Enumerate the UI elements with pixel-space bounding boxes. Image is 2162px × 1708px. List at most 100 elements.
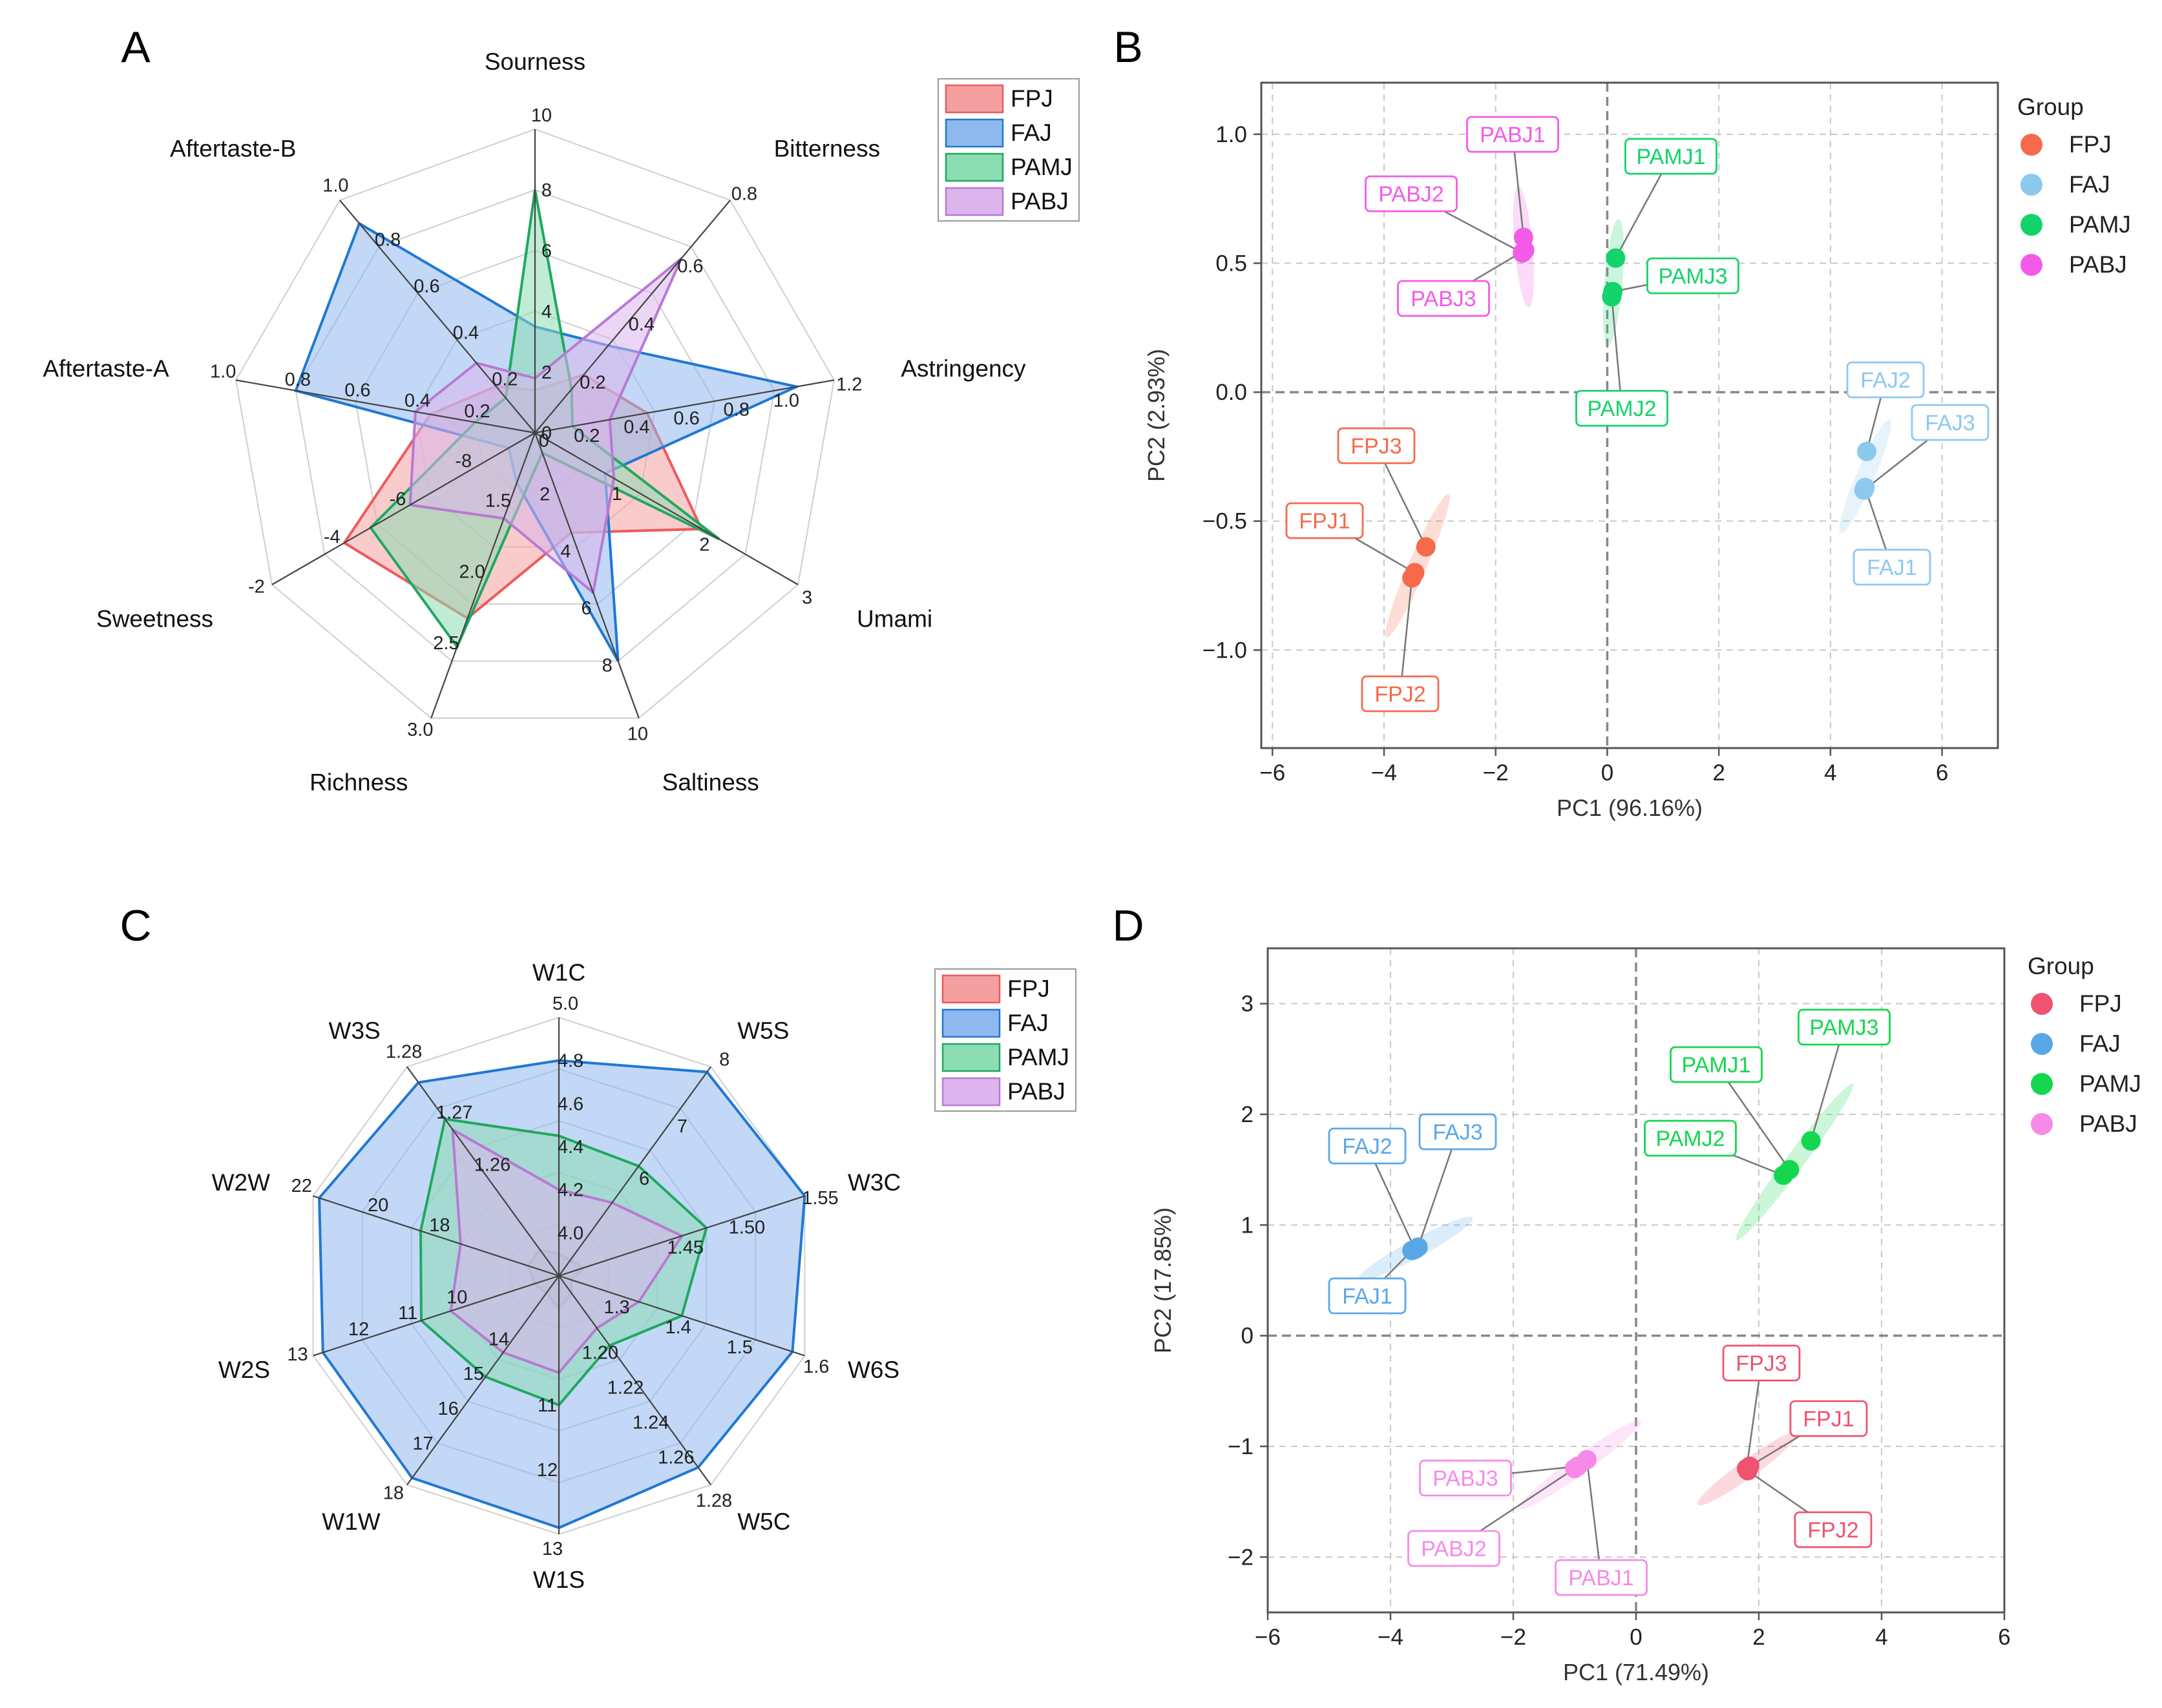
- x-tick-label: 4: [1824, 760, 1836, 786]
- axis-name-bitterness: Bitterness: [774, 136, 881, 162]
- tick-label: 2.5: [433, 633, 459, 654]
- point-label-box: [1722, 1344, 1801, 1382]
- point-label-box: [1418, 1113, 1497, 1151]
- tick-label: 5.0: [552, 994, 578, 1014]
- tick-label: 1.28: [696, 1490, 732, 1511]
- tick-label: 12: [348, 1319, 369, 1340]
- axis-line-aftertaste-a: [235, 379, 536, 434]
- tick-label: 0.6: [673, 408, 699, 429]
- data-point-fpj3: [1737, 1459, 1756, 1479]
- tick-label: 22: [291, 1176, 312, 1196]
- tick-label: 0.4: [629, 315, 655, 335]
- tick-label: 1.4: [665, 1317, 691, 1338]
- panel-a: 0 2 4 6 8 10 0 0.2 0.4 0.6 0.8 0.2 0.4 0.6 0.8 1.0 1.2 1 2…: [43, 48, 1080, 795]
- data-point-faj3: [1408, 1237, 1428, 1257]
- legend-label-faj: FAJ: [2069, 171, 2110, 198]
- tick-label: 17: [412, 1433, 433, 1454]
- point-label-fpj2: FPJ2: [1807, 1518, 1858, 1543]
- legend-swatch-pabj: [941, 1077, 1001, 1107]
- point-label-pamj1: PAMJ1: [1681, 1053, 1750, 1078]
- point-label-pamj1: PAMJ1: [1636, 145, 1705, 169]
- tick-label: 0.8: [375, 229, 401, 250]
- legend-label-pamj: PAMJ: [1007, 1044, 1069, 1070]
- legend-marker-faj: [2020, 174, 2042, 196]
- point-label-box: [1328, 1277, 1407, 1315]
- tick-label: 1.5: [727, 1337, 753, 1358]
- point-label-fpj1: FPJ1: [1803, 1407, 1854, 1432]
- tick-label: 2: [699, 534, 709, 555]
- tick-label: 11: [538, 1395, 557, 1416]
- legend-swatch-fpj: [941, 974, 1001, 1004]
- legend-label-pabj: PABJ: [1007, 1078, 1065, 1105]
- tick-label: 3.0: [407, 720, 433, 740]
- axis-name-w6s: W6S: [848, 1357, 899, 1383]
- axis-line-aftertaste-b: [339, 200, 536, 433]
- axis-name-w1c: W1C: [532, 959, 585, 986]
- point-label-pamj2: PAMJ2: [1655, 1127, 1725, 1151]
- point-label-box: [1419, 1459, 1512, 1497]
- tick-label: 2: [541, 362, 552, 383]
- x-tick-label: 4: [1875, 1625, 1887, 1650]
- point-label-fpj3: FPJ3: [1736, 1351, 1787, 1376]
- tick-label: 1.50: [729, 1217, 765, 1238]
- tick-label: 6: [639, 1169, 649, 1189]
- tick-label: -2: [248, 576, 265, 597]
- axis-name-w5s: W5S: [737, 1017, 789, 1044]
- tick-label: 4.2: [558, 1180, 583, 1201]
- legend-swatch-faj: [945, 118, 1004, 148]
- tick-label: 15: [463, 1364, 484, 1384]
- point-label-box: [1798, 1008, 1891, 1046]
- tick-label: 1.27: [436, 1103, 472, 1123]
- x-tick-label: −2: [1500, 1625, 1526, 1650]
- tick-label: 4.8: [558, 1051, 583, 1072]
- point-label-box: [1466, 116, 1559, 153]
- y-tick-label: 1.0: [1215, 122, 1247, 147]
- data-point-fpj3: [1416, 537, 1436, 557]
- axis-line-sweetness: [271, 432, 536, 585]
- axis-line-w2s: [313, 1275, 560, 1357]
- tick-label: 4.6: [558, 1094, 583, 1114]
- legend-title: Group: [2028, 953, 2094, 979]
- legend-label-pamj: PAMJ: [2079, 1070, 2141, 1097]
- point-label-box: [1397, 280, 1490, 317]
- tick-label: 0.4: [404, 391, 430, 411]
- tick-label: -4: [324, 527, 341, 548]
- point-label-pabj3: PABJ3: [1433, 1466, 1498, 1491]
- tick-label: 1.6: [803, 1357, 829, 1377]
- tick-label: 0.4: [624, 417, 649, 438]
- axis-name-w1s: W1S: [533, 1567, 585, 1593]
- panel-label-c: C: [120, 901, 151, 950]
- tick-label: 1.20: [582, 1342, 618, 1363]
- x-tick-label: 0: [1601, 760, 1613, 786]
- legend-marker-fpj: [2031, 993, 2053, 1015]
- point-label-box: [1670, 1046, 1763, 1083]
- y-tick-label: 3: [1241, 992, 1254, 1017]
- point-label-box: [1575, 390, 1668, 427]
- point-label-fpj1: FPJ1: [1299, 509, 1350, 534]
- tick-label: 6: [581, 598, 591, 619]
- tick-label: 8: [541, 180, 552, 201]
- axis-name-sourness: Sourness: [485, 48, 585, 75]
- y-axis-title: PC2 (2.93%): [1143, 349, 1170, 482]
- tick-label: 0.8: [731, 184, 757, 205]
- legend-label-pamj: PAMJ: [2069, 211, 2131, 238]
- y-tick-label: −1: [1228, 1434, 1254, 1459]
- tick-label: 7: [677, 1116, 687, 1137]
- x-tick-label: 0: [1630, 1625, 1642, 1650]
- legend-label-pabj: PABJ: [2079, 1110, 2137, 1137]
- axis-line-w1w: [406, 1275, 560, 1486]
- point-label-pamj2: PAMJ2: [1587, 397, 1656, 421]
- tick-label: 0: [541, 423, 552, 444]
- tick-label: 0.2: [580, 373, 605, 393]
- legend-marker-pabj: [2020, 254, 2042, 276]
- point-label-pabj3: PABJ3: [1411, 287, 1476, 311]
- legend-label-fpj: FPJ: [1007, 975, 1050, 1002]
- data-point-faj2: [1857, 441, 1877, 461]
- leader-line: [1611, 297, 1623, 409]
- point-label-pabj2: PABJ2: [1421, 1537, 1486, 1561]
- axis-name-richness: Richness: [310, 769, 408, 795]
- legend-swatch-faj: [941, 1008, 1001, 1038]
- legend-marker-faj: [2031, 1033, 2053, 1055]
- legend-label-faj: FAJ: [1007, 1010, 1049, 1036]
- tick-label: 0.2: [464, 401, 490, 422]
